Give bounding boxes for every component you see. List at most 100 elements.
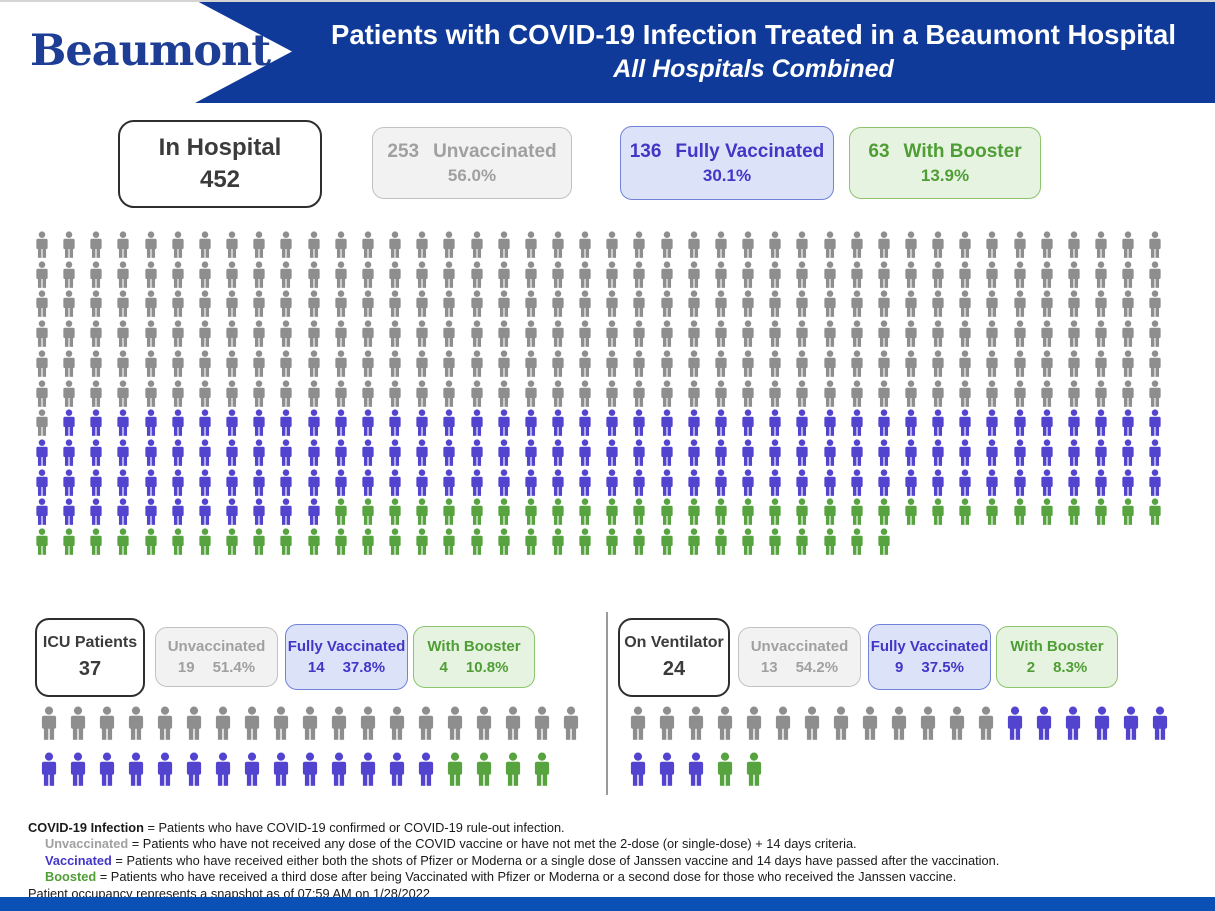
person-icon-unvaccinated: [386, 350, 404, 380]
person-icon-unvaccinated: [386, 705, 408, 751]
person-icon-vaccinated: [658, 469, 676, 499]
person-icon-unvaccinated: [473, 705, 495, 751]
person-icon-boosted: [60, 528, 78, 558]
person-icon-vaccinated: [250, 498, 268, 528]
person-icon-unvaccinated: [983, 290, 1001, 320]
person-icon-unvaccinated: [444, 705, 466, 751]
person-icon-vaccinated: [440, 439, 458, 469]
person-icon-vaccinated: [685, 751, 707, 797]
person-icon-unvaccinated: [522, 261, 540, 291]
person-icon-boosted: [413, 528, 431, 558]
person-icon-unvaccinated: [196, 379, 214, 410]
person-icon-unvaccinated: [183, 705, 205, 751]
person-icon-unvaccinated: [1146, 261, 1164, 291]
person-icon-unvaccinated: [630, 231, 648, 261]
person-icon-unvaccinated: [328, 705, 350, 751]
person-icon-vaccinated: [1065, 469, 1083, 499]
person-icon-vaccinated: [250, 409, 268, 439]
person-icon-vaccinated: [359, 469, 377, 499]
person-icon-unvaccinated: [250, 290, 268, 320]
ventilator-vaccinated-count: 9: [895, 659, 904, 676]
person-icon-vaccinated: [114, 439, 132, 469]
person-icon-vaccinated: [902, 409, 920, 439]
footnote-text: = Patients who have received either both…: [111, 852, 1000, 868]
person-icon-vaccinated: [875, 469, 893, 499]
person-icon-unvaccinated: [169, 261, 187, 291]
icu-vaccinated-pct: 37.8%: [342, 659, 386, 676]
person-icon-vaccinated: [685, 439, 703, 469]
person-icon-boosted: [359, 498, 377, 528]
person-icon-unvaccinated: [196, 231, 214, 261]
person-icon-boosted: [630, 498, 648, 528]
person-icon-vaccinated: [1120, 705, 1142, 751]
person-icon-vaccinated: [739, 469, 757, 499]
person-icon-unvaccinated: [440, 320, 458, 350]
person-icon-boosted: [1011, 498, 1029, 528]
person-icon-unvaccinated: [468, 350, 486, 380]
person-icon-boosted: [848, 498, 866, 528]
person-icon-boosted: [793, 498, 811, 528]
person-icon-vaccinated: [223, 439, 241, 469]
person-icon-vaccinated: [956, 439, 974, 469]
person-icon-vaccinated: [212, 751, 234, 797]
person-icon-vaccinated: [1038, 409, 1056, 439]
person-icon-vaccinated: [1119, 409, 1137, 439]
person-icon-unvaccinated: [576, 379, 594, 410]
person-icon-unvaccinated: [250, 320, 268, 350]
person-icon-unvaccinated: [793, 290, 811, 320]
person-icon-vaccinated: [87, 409, 105, 439]
person-icon-vaccinated: [1065, 439, 1083, 469]
person-icon-vaccinated: [1092, 439, 1110, 469]
person-icon-unvaccinated: [956, 379, 974, 410]
person-icon-vaccinated: [196, 409, 214, 439]
person-icon-vaccinated: [522, 469, 540, 499]
person-icon-unvaccinated: [1038, 350, 1056, 380]
footnote-line: COVID-19 Infection = Patients who have C…: [28, 820, 1210, 836]
person-icon-unvaccinated: [739, 379, 757, 410]
person-icon-vaccinated: [739, 409, 757, 439]
person-icon-boosted: [1146, 498, 1164, 528]
person-icon-unvaccinated: [576, 290, 594, 320]
person-icon-unvaccinated: [658, 231, 676, 261]
in-hospital-total-box: In Hospital 452: [118, 120, 322, 208]
ventilator-booster-count: 2: [1026, 659, 1036, 676]
person-icon-unvaccinated: [250, 231, 268, 261]
person-icon-vaccinated: [169, 469, 187, 499]
icu-booster-pct: 10.8%: [465, 659, 509, 676]
person-icon-unvaccinated: [875, 290, 893, 320]
person-icon-boosted: [685, 498, 703, 528]
person-icon-vaccinated: [656, 751, 678, 797]
person-icon-unvaccinated: [685, 261, 703, 291]
person-icon-unvaccinated: [848, 290, 866, 320]
person-icon-boosted: [33, 528, 51, 558]
person-icon-vaccinated: [576, 439, 594, 469]
person-icon-unvaccinated: [848, 320, 866, 350]
person-icon-unvaccinated: [522, 379, 540, 410]
person-icon-unvaccinated: [630, 290, 648, 320]
person-icon-vaccinated: [440, 409, 458, 439]
person-icon-vaccinated: [712, 439, 730, 469]
person-icon-vaccinated: [1146, 469, 1164, 499]
person-icon-unvaccinated: [33, 290, 51, 320]
person-icon-unvaccinated: [196, 261, 214, 291]
person-icon-vaccinated: [440, 469, 458, 499]
person-icon-unvaccinated: [956, 320, 974, 350]
person-icon-vaccinated: [658, 409, 676, 439]
person-icon-unvaccinated: [902, 350, 920, 380]
person-icon-unvaccinated: [169, 231, 187, 261]
person-icon-unvaccinated: [603, 290, 621, 320]
person-icon-unvaccinated: [1038, 320, 1056, 350]
person-icon-unvaccinated: [772, 705, 794, 751]
person-icon-boosted: [332, 528, 350, 558]
footnote-text: = Patients who have COVID-19 confirmed o…: [143, 820, 565, 835]
person-icon-unvaccinated: [468, 231, 486, 261]
person-icon-unvaccinated: [440, 379, 458, 410]
person-icon-unvaccinated: [956, 290, 974, 320]
person-icon-vaccinated: [386, 469, 404, 499]
person-icon-unvaccinated: [270, 705, 292, 751]
person-icon-unvaccinated: [1119, 261, 1137, 291]
person-icon-vaccinated: [495, 469, 513, 499]
person-icon-vaccinated: [277, 409, 295, 439]
person-icon-unvaccinated: [495, 231, 513, 261]
person-icon-unvaccinated: [60, 231, 78, 261]
